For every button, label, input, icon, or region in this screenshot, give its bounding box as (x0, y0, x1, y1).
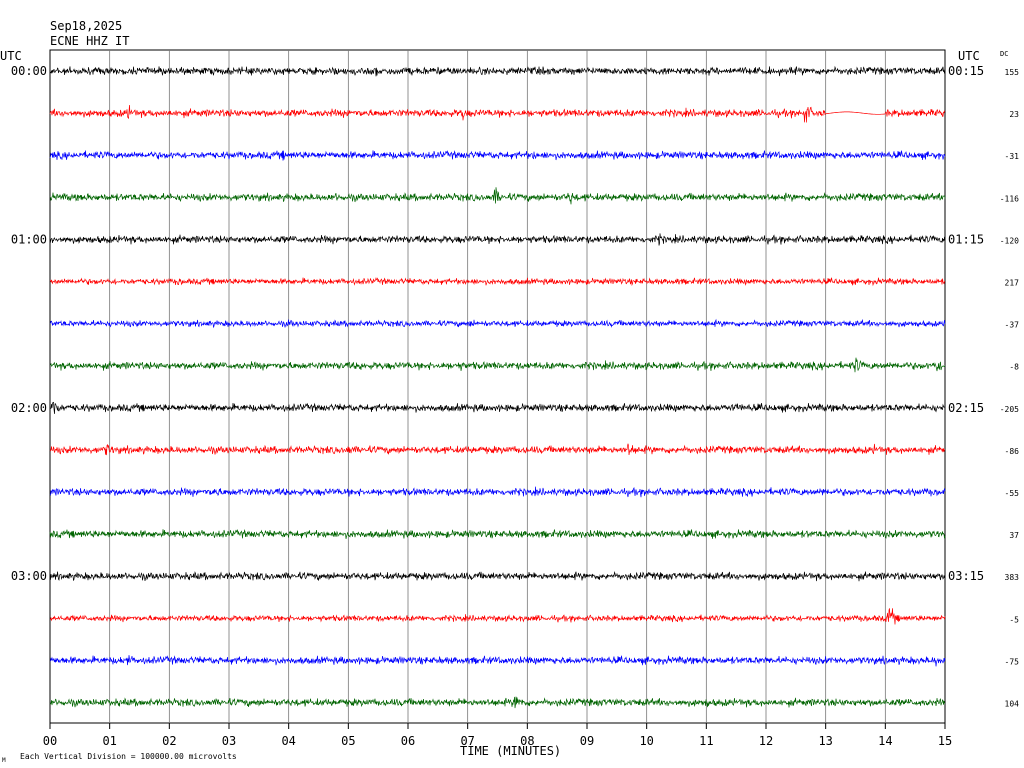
dc-offset-label: 23 (1009, 110, 1019, 119)
plot-frame (49, 49, 946, 724)
dc-offset-label: -205 (1000, 405, 1019, 414)
x-tick-label-03: 03 (222, 734, 236, 748)
x-tick-label-07: 07 (460, 734, 474, 748)
dc-offset-label: -75 (1005, 657, 1020, 666)
dc-offset-label: -37 (1005, 321, 1020, 330)
dc-offset-label: -5 (1009, 615, 1019, 624)
x-tick-label-12: 12 (759, 734, 773, 748)
trace-row-9 (49, 443, 946, 456)
trace-row-6 (49, 318, 946, 329)
trace-row-1 (49, 104, 946, 123)
dc-offset-label: -55 (1005, 489, 1020, 498)
axis-labels: 00 01 02 03 04 05 06 07 08 09 10 11 12 13 14 15 00:00 01:… (11, 64, 1019, 748)
x-tick-label-08: 08 (520, 734, 534, 748)
scale-note: Each Vertical Division = 100000.00 micro… (20, 752, 237, 761)
right-time-label: 00:15 (948, 64, 984, 78)
dc-column-label: DC (1000, 50, 1009, 58)
left-time-label: 00:00 (11, 64, 47, 78)
x-tick-label-06: 06 (401, 734, 415, 748)
trace-row-13 (49, 608, 946, 625)
trace-row-7 (49, 357, 946, 373)
left-time-label: 03:00 (11, 569, 47, 583)
right-time-label: 03:15 (948, 569, 984, 583)
x-tick-label-02: 02 (162, 734, 176, 748)
seismic-traces (49, 65, 946, 709)
trace-row-14 (49, 655, 946, 667)
x-tick-label-01: 01 (102, 734, 116, 748)
x-tick-label-14: 14 (878, 734, 892, 748)
trace-row-10 (49, 486, 946, 498)
dc-offset-label: 155 (1005, 68, 1020, 77)
trace-row-11 (49, 528, 946, 539)
dc-offset-label: -120 (1000, 236, 1019, 245)
right-utc-label: UTC (958, 49, 980, 63)
trace-row-4 (49, 233, 946, 246)
trace-row-2 (49, 150, 946, 161)
x-tick-label-05: 05 (341, 734, 355, 748)
dc-offset-label: -86 (1005, 447, 1020, 456)
dc-offset-label: 104 (1005, 700, 1020, 709)
x-tick-label-09: 09 (580, 734, 594, 748)
x-tick-label-15: 15 (938, 734, 952, 748)
right-time-label: 01:15 (948, 232, 984, 246)
left-time-label: 02:00 (11, 401, 47, 415)
x-tick-label-13: 13 (818, 734, 832, 748)
dc-offset-label: -8 (1009, 363, 1019, 372)
left-time-label: 01:00 (11, 232, 47, 246)
x-tick-label-11: 11 (699, 734, 713, 748)
dc-offset-label: -116 (1000, 194, 1019, 203)
trace-row-5 (49, 277, 946, 287)
station-name: ECNE HHZ IT (50, 34, 130, 48)
x-tick-label-10: 10 (639, 734, 653, 748)
dc-offset-label: 37 (1009, 531, 1019, 540)
plot-grid (49, 49, 946, 729)
trace-row-12 (49, 570, 946, 582)
trace-row-0 (49, 65, 946, 77)
dc-offset-label: -31 (1005, 152, 1020, 161)
x-axis-title: TIME (MINUTES) (460, 744, 562, 758)
trace-row-3 (49, 187, 946, 205)
x-tick-label-00: 00 (43, 734, 57, 748)
trace-row-15 (49, 696, 946, 709)
trace-row-8 (49, 401, 946, 414)
dc-offset-label: 383 (1005, 573, 1020, 582)
plot-date: Sep18,2025 (50, 19, 123, 33)
left-utc-label: UTC (0, 49, 22, 63)
right-time-label: 02:15 (948, 401, 984, 415)
dc-offset-label: 217 (1005, 279, 1020, 288)
x-tick-label-04: 04 (281, 734, 295, 748)
corner-mark: M (2, 757, 6, 764)
